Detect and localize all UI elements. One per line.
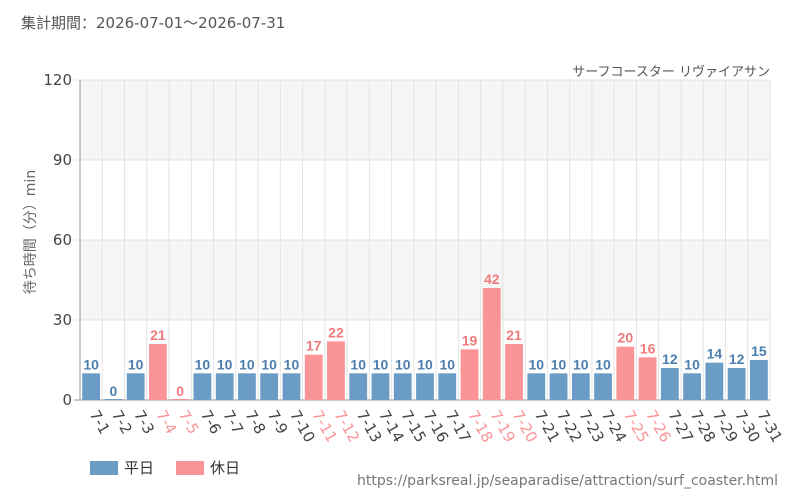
weekday-swatch bbox=[90, 460, 118, 475]
x-tick-label: 7-1 bbox=[86, 407, 114, 437]
bar-value-label: 0 bbox=[176, 383, 184, 399]
x-tick-label: 7-9 bbox=[264, 407, 292, 437]
bar-value-label: 10 bbox=[239, 356, 255, 372]
bar-value-label: 10 bbox=[551, 356, 567, 372]
bar-value-label: 10 bbox=[573, 356, 589, 372]
bar bbox=[594, 373, 612, 400]
bar-value-label: 15 bbox=[751, 343, 767, 359]
y-tick-label: 30 bbox=[53, 311, 72, 329]
x-tick-label: 7-4 bbox=[152, 407, 180, 437]
bar bbox=[527, 373, 546, 400]
bar-value-label: 10 bbox=[373, 356, 389, 372]
legend-item-holiday[interactable]: 休日 bbox=[176, 457, 240, 478]
bar bbox=[571, 373, 590, 400]
bar bbox=[104, 399, 123, 400]
bar bbox=[393, 373, 412, 400]
bar bbox=[126, 373, 145, 400]
bar-value-label: 10 bbox=[395, 356, 411, 372]
bar bbox=[371, 373, 390, 400]
bar-value-label: 22 bbox=[328, 324, 344, 340]
bar bbox=[215, 373, 234, 400]
bar bbox=[482, 288, 501, 400]
bar bbox=[727, 368, 746, 400]
x-tick-label: 7-6 bbox=[197, 407, 225, 437]
x-tick-label: 7-3 bbox=[130, 407, 158, 437]
y-tick-label: 90 bbox=[53, 151, 72, 169]
bar bbox=[304, 354, 323, 400]
bar bbox=[460, 349, 479, 400]
legend-item-weekday[interactable]: 平日 bbox=[90, 457, 154, 478]
bar-value-label: 21 bbox=[506, 327, 522, 343]
bar-value-label: 12 bbox=[662, 351, 678, 367]
bar bbox=[282, 373, 301, 400]
bar-value-label: 42 bbox=[484, 271, 500, 287]
period-label: 集計期間：2026-07-01～2026-07-31 bbox=[21, 14, 286, 32]
bar-value-label: 10 bbox=[217, 356, 233, 372]
plot-band bbox=[80, 240, 770, 320]
bar bbox=[660, 368, 679, 400]
bar-value-label: 10 bbox=[195, 356, 211, 372]
bar bbox=[438, 373, 457, 400]
bar-value-label: 10 bbox=[284, 356, 300, 372]
bar-value-label: 14 bbox=[707, 346, 723, 362]
bar bbox=[82, 373, 101, 400]
bar-value-label: 12 bbox=[729, 351, 745, 367]
bar-value-label: 17 bbox=[306, 338, 322, 354]
bar-value-label: 19 bbox=[462, 332, 478, 348]
y-tick-label: 120 bbox=[43, 71, 72, 89]
bar bbox=[238, 373, 256, 400]
x-tick-label: 7-7 bbox=[219, 407, 247, 437]
bar bbox=[193, 373, 212, 400]
bar bbox=[349, 373, 368, 400]
x-tick-label: 7-5 bbox=[175, 407, 203, 437]
bar bbox=[683, 373, 701, 400]
bar-value-label: 10 bbox=[439, 356, 455, 372]
bar-value-label: 10 bbox=[529, 356, 545, 372]
x-tick-label: 7-2 bbox=[108, 407, 136, 437]
y-tick-label: 0 bbox=[62, 391, 72, 409]
bar-value-label: 10 bbox=[350, 356, 366, 372]
bar bbox=[616, 346, 635, 400]
bar bbox=[749, 360, 768, 400]
bar-value-label: 21 bbox=[150, 327, 166, 343]
x-tick-label: 7-8 bbox=[241, 407, 269, 437]
bar bbox=[416, 373, 434, 400]
bar-value-label: 10 bbox=[595, 356, 611, 372]
source-url[interactable]: https://parksreal.jp/seaparadise/attract… bbox=[357, 473, 778, 489]
bar-value-label: 0 bbox=[109, 383, 117, 399]
bar-value-label: 16 bbox=[640, 340, 656, 356]
bar-value-label: 20 bbox=[618, 330, 634, 346]
bar bbox=[260, 373, 279, 400]
bar bbox=[505, 344, 523, 400]
bar-value-label: 10 bbox=[128, 356, 144, 372]
bar-value-label: 10 bbox=[261, 356, 277, 372]
holiday-swatch bbox=[176, 460, 205, 475]
bar bbox=[549, 373, 568, 400]
plot-band bbox=[80, 80, 770, 160]
legend-label-weekday: 平日 bbox=[124, 459, 155, 477]
legend-label-holiday: 休日 bbox=[210, 459, 241, 477]
bar-value-label: 10 bbox=[684, 356, 700, 372]
bar-value-label: 10 bbox=[83, 356, 99, 372]
bar bbox=[327, 341, 345, 400]
bar bbox=[149, 344, 167, 400]
bar bbox=[705, 362, 724, 400]
bar bbox=[638, 357, 657, 400]
y-tick-label: 60 bbox=[53, 231, 72, 249]
bar-value-label: 10 bbox=[417, 356, 433, 372]
legend: 平日 休日 bbox=[90, 457, 240, 478]
chart-title: サーフコースター リヴァイアサン bbox=[572, 65, 770, 80]
bar bbox=[171, 399, 190, 400]
